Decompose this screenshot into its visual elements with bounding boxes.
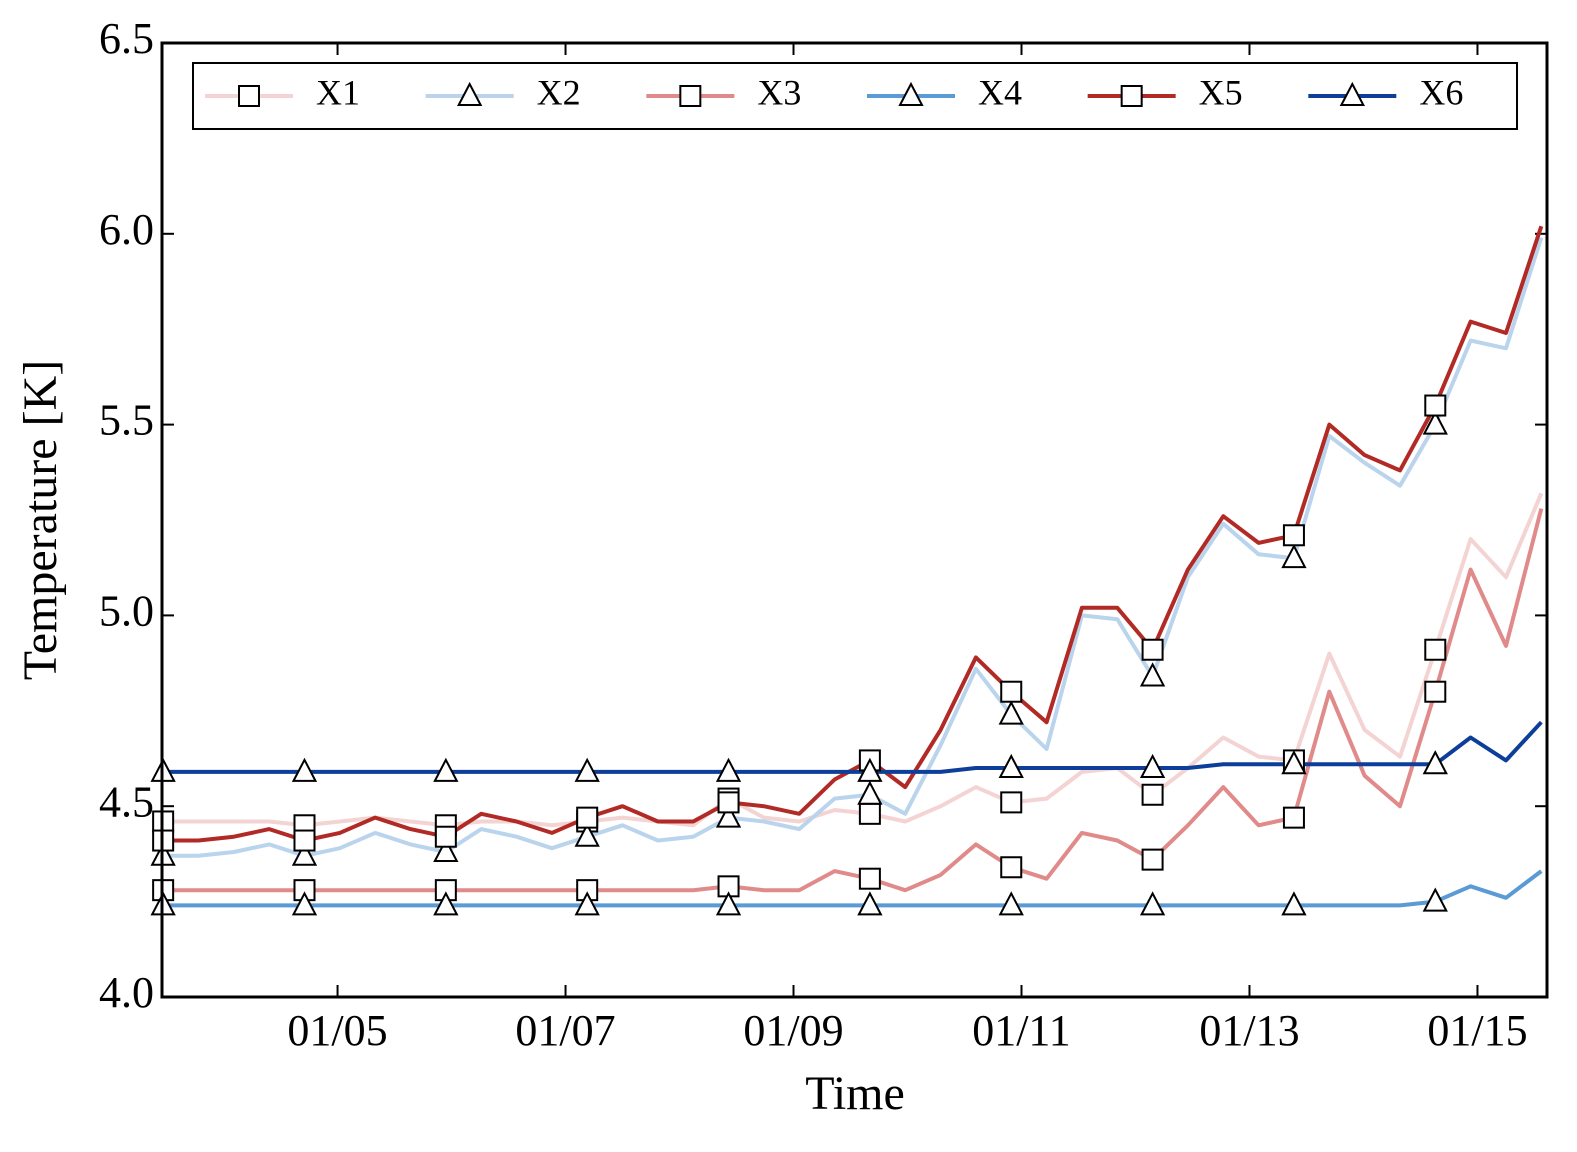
legend-marker <box>238 85 260 107</box>
marker <box>574 757 600 782</box>
marker <box>1000 856 1023 879</box>
y-tick-label: 6.5 <box>99 14 154 63</box>
marker <box>998 753 1024 779</box>
marker <box>433 757 459 782</box>
legend-label: X1 <box>316 72 360 112</box>
marker <box>1141 848 1164 871</box>
marker <box>857 757 883 782</box>
y-tick-label: 4.0 <box>99 968 154 1017</box>
series-line <box>163 492 1544 828</box>
marker <box>1281 891 1307 916</box>
x-axis-label: Time <box>805 1067 905 1120</box>
marker <box>998 700 1024 725</box>
marker <box>1141 783 1164 806</box>
marker <box>1139 662 1166 687</box>
marker <box>1282 806 1305 829</box>
marker <box>1281 544 1307 569</box>
marker <box>293 829 316 852</box>
marker <box>857 780 883 805</box>
marker <box>1424 638 1447 661</box>
y-tick-label: 5.5 <box>99 396 154 445</box>
x-tick-label: 01/11 <box>972 1006 1071 1055</box>
y-tick-label: 6.0 <box>99 205 154 254</box>
plot-area <box>163 225 1544 908</box>
marker <box>857 891 883 916</box>
y-tick-label: 4.5 <box>99 777 154 826</box>
marker <box>717 791 740 814</box>
marker <box>1282 524 1305 547</box>
legend-marker <box>679 85 702 107</box>
legend-marker <box>1339 81 1365 106</box>
marker <box>1422 750 1448 775</box>
marker <box>715 891 742 916</box>
marker <box>858 802 881 825</box>
series-line <box>163 236 1544 858</box>
series-line <box>163 869 1543 908</box>
marker <box>1139 753 1166 779</box>
marker <box>433 891 459 916</box>
x-tick-label: 01/09 <box>743 1006 843 1055</box>
marker <box>291 841 318 866</box>
plot-frame <box>160 41 1549 999</box>
marker <box>1422 410 1448 435</box>
series-line <box>163 720 1543 774</box>
marker <box>858 867 881 890</box>
marker <box>1141 638 1164 661</box>
legend-label: X6 <box>1419 72 1463 112</box>
marker <box>715 803 742 828</box>
marker <box>1139 891 1166 916</box>
legend-label: X3 <box>757 72 801 112</box>
marker <box>433 837 459 862</box>
x-tick-label: 01/05 <box>287 1006 387 1055</box>
marker <box>434 825 457 848</box>
legend-marker <box>457 81 483 106</box>
marker <box>576 806 599 829</box>
x-tick-label: 01/15 <box>1427 1006 1527 1055</box>
y-axis-label: Temperature [K] <box>14 360 67 680</box>
marker <box>998 891 1024 916</box>
marker <box>574 891 600 916</box>
marker <box>1281 750 1307 775</box>
marker <box>574 822 600 847</box>
marker <box>1000 680 1023 703</box>
series-line <box>163 225 1544 843</box>
legend-box <box>192 62 1518 130</box>
legend-marker <box>1120 85 1143 107</box>
legend-label: X5 <box>1199 72 1243 112</box>
marker <box>715 757 742 782</box>
x-tick-label: 01/07 <box>515 1006 615 1055</box>
marker <box>1424 394 1447 417</box>
y-tick-label: 5.0 <box>99 586 154 635</box>
legend-label: X2 <box>537 72 581 112</box>
x-tick-label: 01/13 <box>1199 1006 1299 1055</box>
series-line <box>163 508 1544 893</box>
marker <box>1422 887 1448 912</box>
legend-label: X4 <box>978 72 1022 112</box>
marker <box>1424 680 1447 703</box>
legend-marker <box>898 81 924 106</box>
marker <box>1000 791 1023 814</box>
marker <box>291 891 318 916</box>
marker <box>291 757 318 782</box>
